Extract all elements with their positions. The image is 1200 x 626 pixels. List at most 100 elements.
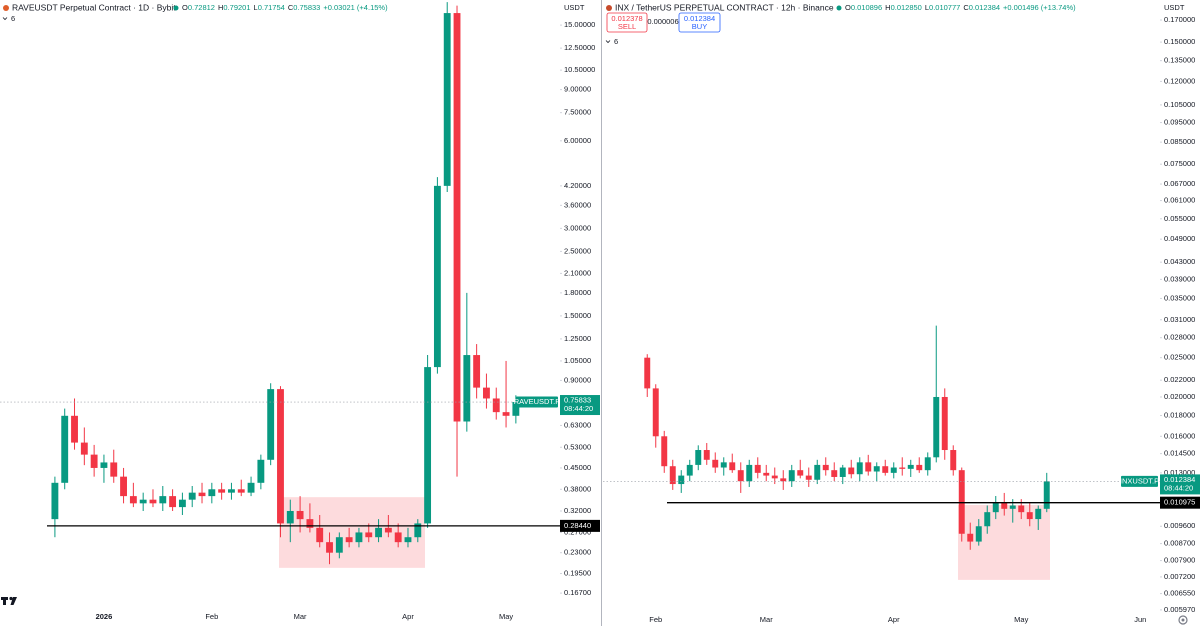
candle-body xyxy=(814,464,821,480)
y-tick-label: 0.039000 xyxy=(1164,274,1195,283)
tradingview-logo xyxy=(1,596,17,605)
candle-body xyxy=(247,482,255,493)
y-tick-label: 0.38000 xyxy=(564,484,591,493)
candle-body xyxy=(720,462,727,468)
y-tick-label: 0.007200 xyxy=(1164,572,1195,581)
y-tick-label: 6.00000 xyxy=(564,136,591,145)
candle-body xyxy=(90,454,98,468)
candle-body xyxy=(443,13,451,186)
candle-body xyxy=(763,472,770,476)
y-tick-label: 7.50000 xyxy=(564,108,591,117)
last-price-label: 0.012384 xyxy=(1164,475,1195,484)
x-tick-label: Mar xyxy=(294,612,307,621)
axis-currency: USDT xyxy=(564,3,585,12)
y-tick-label: 0.006550 xyxy=(1164,589,1195,598)
candle-body xyxy=(746,464,753,482)
market-status xyxy=(836,5,842,11)
candle-body xyxy=(453,13,461,422)
market-status xyxy=(173,5,179,11)
candle-body xyxy=(1035,508,1042,520)
y-tick-label: 0.075000 xyxy=(1164,159,1195,168)
candle-body xyxy=(644,357,651,389)
candle-body xyxy=(286,510,294,524)
chart-title: INX / TetherUS PERPETUAL CONTRACT · 12h … xyxy=(615,2,834,12)
candle-body xyxy=(218,489,226,493)
candle-body xyxy=(805,475,812,480)
y-tick-label: 0.061000 xyxy=(1164,196,1195,205)
candle-body xyxy=(424,367,432,524)
y-tick-label: 1.80000 xyxy=(564,288,591,297)
support-price-label: 0.010975 xyxy=(1164,498,1195,507)
y-tick-label: 0.150000 xyxy=(1164,37,1195,46)
y-tick-label: 0.035000 xyxy=(1164,293,1195,302)
candle-body xyxy=(771,475,778,479)
y-tick-label: 0.007900 xyxy=(1164,556,1195,565)
candle-body xyxy=(483,387,490,399)
candle-body xyxy=(237,489,245,493)
symbol-tag-label: INXUSDT.P xyxy=(1120,476,1159,485)
y-tick-label: 0.085000 xyxy=(1164,137,1195,146)
x-tick-label: Feb xyxy=(205,612,218,621)
candle-body xyxy=(856,462,863,475)
candle-body xyxy=(865,462,872,472)
indicators-toggle[interactable]: 6 xyxy=(614,37,618,46)
sell-label: SELL xyxy=(618,22,636,31)
y-tick-label: 0.45000 xyxy=(564,463,591,472)
y-tick-label: 0.120000 xyxy=(1164,76,1195,85)
x-tick-label: Apr xyxy=(888,615,900,624)
buy-button[interactable] xyxy=(678,12,721,33)
y-tick-label: 0.043000 xyxy=(1164,257,1195,266)
sell-button[interactable] xyxy=(606,12,648,33)
y-tick-label: 0.016000 xyxy=(1164,431,1195,440)
candle-body xyxy=(433,185,441,368)
candle-body xyxy=(512,402,520,416)
support-price-box xyxy=(560,519,600,532)
candle-body xyxy=(345,537,353,543)
candle-body xyxy=(394,532,402,543)
y-tick-label: 0.067000 xyxy=(1164,179,1195,188)
candle-body xyxy=(941,396,948,451)
y-tick-label: 3.00000 xyxy=(564,223,591,232)
candle-body xyxy=(473,355,481,388)
candle-body xyxy=(958,470,965,534)
candle-body xyxy=(61,415,69,483)
y-tick-label: 0.018000 xyxy=(1164,411,1195,420)
ohlc-key: H xyxy=(218,3,223,12)
candle-body xyxy=(848,467,855,475)
axis-currency: USDT xyxy=(1164,3,1185,12)
last-price-box xyxy=(560,395,600,416)
x-tick-label: May xyxy=(499,612,513,621)
settings-icon[interactable] xyxy=(1178,615,1188,625)
buy-label: BUY xyxy=(692,22,707,31)
candle-body xyxy=(257,459,265,483)
y-tick-label: 0.020000 xyxy=(1164,392,1195,401)
y-tick-label: 0.014500 xyxy=(1164,449,1195,458)
candle-body xyxy=(208,489,216,497)
symbol-icon xyxy=(606,5,612,11)
y-tick-label: 0.013000 xyxy=(1164,468,1195,477)
y-tick-label: 0.32000 xyxy=(564,506,591,515)
candle-body xyxy=(652,388,659,437)
y-tick-label: 1.05000 xyxy=(564,356,591,365)
indicators-toggle[interactable]: 6 xyxy=(11,14,15,23)
y-tick-label: 9.00000 xyxy=(564,85,591,94)
candle-body xyxy=(737,470,744,482)
candle-body xyxy=(729,462,736,471)
candle-body xyxy=(159,496,167,504)
candle-body xyxy=(703,450,710,460)
y-tick-label: 4.20000 xyxy=(564,181,591,190)
candle-body xyxy=(110,462,118,477)
candle-body xyxy=(831,470,838,477)
candle-body xyxy=(975,526,982,542)
candle-body xyxy=(754,464,761,473)
candle-body xyxy=(228,489,235,493)
candle-body xyxy=(71,415,78,443)
y-tick-label: 0.16700 xyxy=(564,588,591,597)
ohlc-value: 0.010777 xyxy=(929,3,960,12)
candle-body xyxy=(788,470,795,482)
y-tick-label: 0.055000 xyxy=(1164,214,1195,223)
candle-body xyxy=(899,467,906,469)
ohlc-value: 0.71754 xyxy=(258,3,285,12)
candle-body xyxy=(992,502,999,513)
